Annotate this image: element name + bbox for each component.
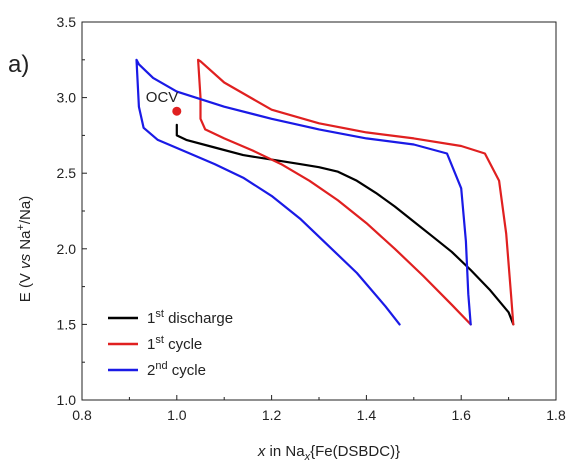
y-tick-label: 3.5 <box>57 14 77 30</box>
y-axis-title-pre: E (V <box>17 269 34 302</box>
x-axis-title-sub: x <box>304 451 311 463</box>
legend-label-2: 1st cycle <box>147 334 202 353</box>
panel-label: a) <box>8 51 29 78</box>
x-axis-title-italic: x <box>257 443 266 460</box>
legend: 1st discharge 1st cycle 2nd cycle <box>108 308 233 379</box>
series-line-2 <box>197 58 515 326</box>
x-axis-title-rest: in Na <box>265 443 305 460</box>
ocv-marker <box>172 106 182 116</box>
axis-ticks: 0.8 1.0 1.2 1.4 1.6 1.81.01.52.02.53.03.5 <box>57 14 566 423</box>
y-tick-label: 1.5 <box>57 316 77 332</box>
series-line-3 <box>135 58 472 326</box>
x-tick-label: 1.6 <box>451 407 471 423</box>
legend-label-3: 2nd cycle <box>147 360 206 379</box>
legend-label-1: 1st discharge <box>147 308 233 327</box>
y-tick-label: 2.5 <box>57 165 77 181</box>
y-axis-title-mid: Na <box>17 230 34 254</box>
y-axis-title: E (V vs Na+/Na) <box>15 196 34 302</box>
x-tick-label: 1.8 <box>546 407 566 423</box>
x-axis-title-tail: {Fe(DSBDC)} <box>310 443 400 460</box>
y-axis-title-sup: + <box>15 224 27 230</box>
x-tick-label: 1.0 <box>167 407 187 423</box>
x-tick-label: 1.2 <box>262 407 282 423</box>
y-tick-label: 3.0 <box>57 90 77 106</box>
x-tick-label: 0.8 <box>72 407 92 423</box>
ocv-label: OCV <box>146 89 179 106</box>
annotations: OCV <box>146 89 182 116</box>
x-axis-title: x in Nax{Fe(DSBDC)} <box>257 443 400 463</box>
series-lines <box>135 58 515 326</box>
y-axis-title-italic: vs <box>17 253 34 269</box>
y-axis-title-tail: /Na) <box>17 196 34 224</box>
x-tick-label: 1.4 <box>357 407 377 423</box>
y-tick-label: 1.0 <box>57 392 77 408</box>
series-line-1 <box>175 123 515 326</box>
y-tick-label: 2.0 <box>57 241 77 257</box>
